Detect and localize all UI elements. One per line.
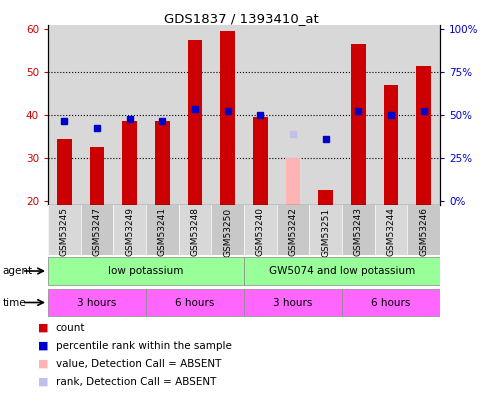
Bar bbox=[407, 205, 440, 255]
Bar bbox=[309, 25, 342, 205]
Text: GDS1837 / 1393410_at: GDS1837 / 1393410_at bbox=[164, 12, 319, 25]
Text: low potassium: low potassium bbox=[108, 266, 184, 276]
Text: ■: ■ bbox=[38, 341, 49, 351]
Text: ■: ■ bbox=[38, 323, 49, 333]
Text: GSM53247: GSM53247 bbox=[93, 207, 101, 256]
Text: time: time bbox=[2, 298, 26, 307]
Text: GW5074 and low potassium: GW5074 and low potassium bbox=[269, 266, 415, 276]
Bar bbox=[342, 25, 375, 205]
Bar bbox=[179, 25, 212, 205]
Text: ■: ■ bbox=[38, 359, 49, 369]
Text: 3 hours: 3 hours bbox=[273, 298, 313, 307]
Bar bbox=[81, 205, 114, 255]
Bar bbox=[81, 25, 114, 205]
Bar bbox=[309, 205, 342, 255]
Text: GSM53249: GSM53249 bbox=[125, 207, 134, 256]
Bar bbox=[212, 25, 244, 205]
Text: count: count bbox=[56, 323, 85, 333]
Bar bbox=[244, 288, 342, 316]
Bar bbox=[146, 288, 244, 316]
Text: value, Detection Call = ABSENT: value, Detection Call = ABSENT bbox=[56, 359, 221, 369]
Bar bbox=[244, 25, 277, 205]
Bar bbox=[220, 32, 235, 205]
Text: GSM53240: GSM53240 bbox=[256, 207, 265, 256]
Text: GSM53251: GSM53251 bbox=[321, 207, 330, 257]
Bar bbox=[342, 288, 440, 316]
Bar bbox=[318, 190, 333, 205]
Bar bbox=[48, 288, 146, 316]
Bar bbox=[384, 85, 398, 205]
Text: GSM53246: GSM53246 bbox=[419, 207, 428, 256]
Bar bbox=[179, 205, 212, 255]
Bar bbox=[244, 205, 277, 255]
Bar bbox=[212, 205, 244, 255]
Text: GSM53248: GSM53248 bbox=[190, 207, 199, 256]
Bar bbox=[57, 139, 71, 205]
Bar bbox=[48, 257, 244, 286]
Bar bbox=[416, 66, 431, 205]
Text: GSM53245: GSM53245 bbox=[60, 207, 69, 256]
Text: percentile rank within the sample: percentile rank within the sample bbox=[56, 341, 231, 351]
Text: GSM53243: GSM53243 bbox=[354, 207, 363, 256]
Text: 6 hours: 6 hours bbox=[175, 298, 214, 307]
Bar bbox=[285, 158, 300, 205]
Bar bbox=[375, 25, 407, 205]
Text: agent: agent bbox=[2, 266, 32, 276]
Bar bbox=[277, 25, 309, 205]
Bar bbox=[122, 122, 137, 205]
Bar bbox=[351, 44, 366, 205]
Bar bbox=[407, 25, 440, 205]
Bar bbox=[375, 205, 407, 255]
Bar bbox=[155, 122, 170, 205]
Bar bbox=[253, 117, 268, 205]
Bar bbox=[342, 205, 375, 255]
Bar bbox=[114, 205, 146, 255]
Bar bbox=[48, 25, 81, 205]
Bar bbox=[48, 205, 81, 255]
Text: GSM53242: GSM53242 bbox=[288, 207, 298, 256]
Text: GSM53250: GSM53250 bbox=[223, 207, 232, 257]
Bar bbox=[146, 25, 179, 205]
Bar bbox=[188, 40, 202, 205]
Text: rank, Detection Call = ABSENT: rank, Detection Call = ABSENT bbox=[56, 377, 216, 387]
Bar bbox=[277, 205, 309, 255]
Bar bbox=[244, 257, 440, 286]
Text: GSM53241: GSM53241 bbox=[158, 207, 167, 256]
Bar bbox=[146, 205, 179, 255]
Text: 6 hours: 6 hours bbox=[371, 298, 411, 307]
Bar bbox=[90, 147, 104, 205]
Text: 3 hours: 3 hours bbox=[77, 298, 117, 307]
Text: GSM53244: GSM53244 bbox=[386, 207, 396, 256]
Text: ■: ■ bbox=[38, 377, 49, 387]
Bar bbox=[114, 25, 146, 205]
